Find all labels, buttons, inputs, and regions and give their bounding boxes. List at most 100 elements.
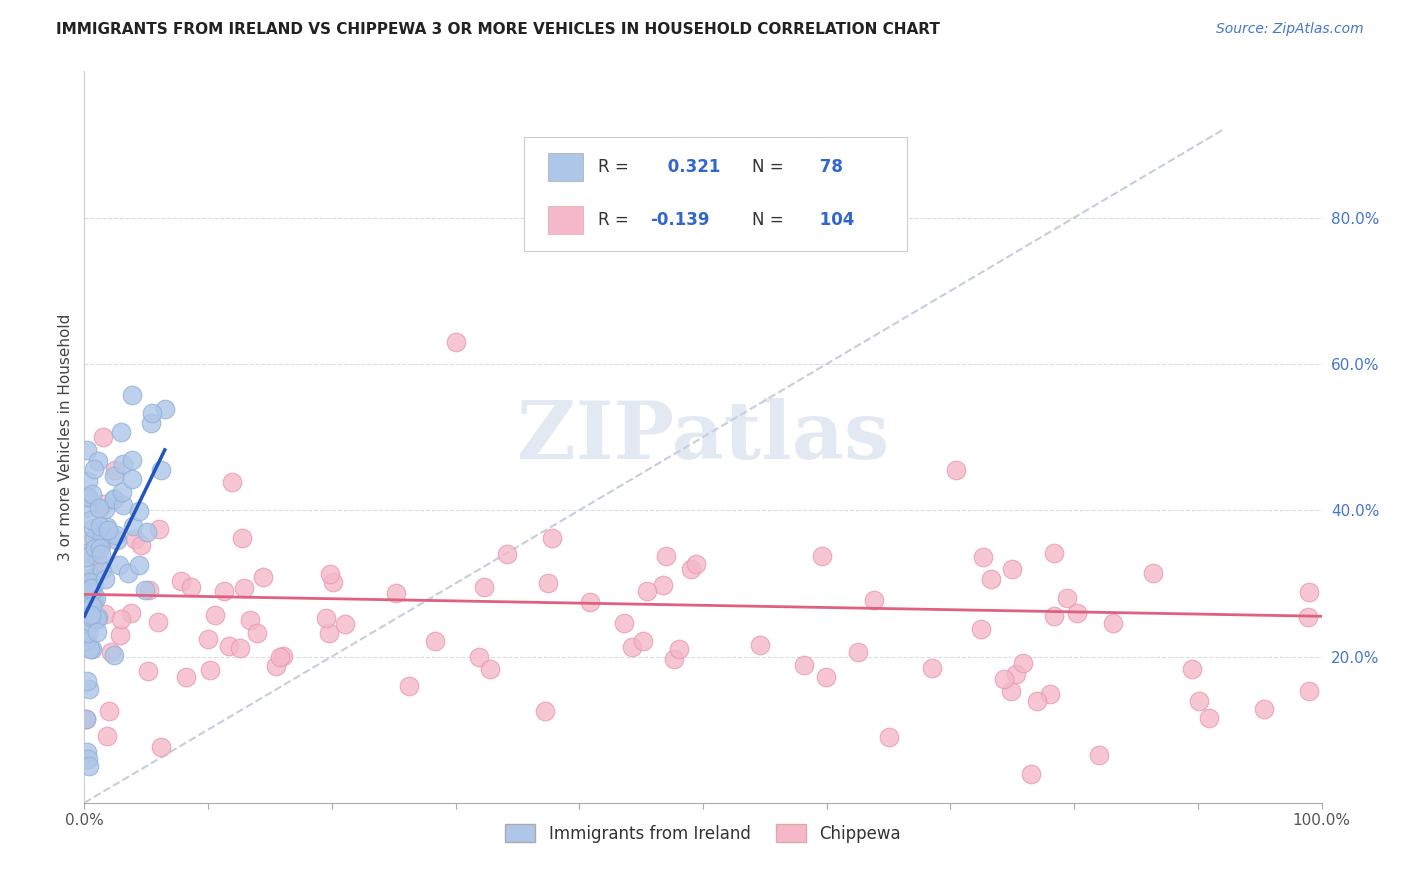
Point bbox=[103, 469, 125, 483]
Point bbox=[138, 582, 160, 597]
Point bbox=[478, 662, 501, 676]
Point bbox=[89, 519, 111, 533]
Point bbox=[385, 586, 408, 600]
Point bbox=[318, 566, 340, 581]
Point bbox=[980, 572, 1002, 586]
Point bbox=[1296, 610, 1319, 624]
Point bbox=[87, 500, 110, 515]
Point bbox=[496, 548, 519, 562]
Point bbox=[121, 388, 143, 402]
Point bbox=[993, 672, 1015, 686]
Point bbox=[231, 531, 253, 545]
Point bbox=[82, 583, 104, 598]
Point bbox=[112, 498, 135, 512]
Point bbox=[79, 597, 101, 611]
Point bbox=[75, 634, 97, 648]
Point bbox=[748, 638, 770, 652]
Point bbox=[1298, 684, 1320, 698]
Point bbox=[1026, 694, 1049, 708]
Point bbox=[468, 650, 491, 665]
Point bbox=[82, 610, 104, 624]
Point bbox=[105, 528, 128, 542]
Point bbox=[83, 531, 105, 545]
Point bbox=[662, 651, 685, 665]
Point bbox=[86, 624, 108, 639]
Point bbox=[1298, 584, 1320, 599]
Point bbox=[97, 523, 120, 537]
Point bbox=[100, 645, 122, 659]
Point bbox=[76, 442, 98, 457]
Point bbox=[1001, 561, 1024, 575]
Point bbox=[153, 401, 176, 416]
Point bbox=[80, 599, 103, 614]
Point bbox=[204, 608, 226, 623]
Point bbox=[111, 485, 134, 500]
Point bbox=[96, 520, 118, 534]
Text: 0.321: 0.321 bbox=[662, 158, 720, 177]
Point bbox=[148, 615, 170, 629]
Point bbox=[90, 563, 112, 577]
Point bbox=[970, 623, 993, 637]
Point bbox=[1088, 748, 1111, 763]
Point bbox=[174, 670, 197, 684]
Point bbox=[169, 574, 191, 588]
FancyBboxPatch shape bbox=[523, 137, 907, 251]
Point bbox=[83, 594, 105, 608]
Point bbox=[139, 416, 162, 430]
Point bbox=[103, 648, 125, 663]
Point bbox=[1042, 546, 1064, 560]
Point bbox=[322, 574, 344, 589]
Point bbox=[121, 472, 143, 486]
Point bbox=[75, 572, 97, 586]
Point bbox=[77, 626, 100, 640]
Point bbox=[80, 487, 103, 501]
Point bbox=[77, 490, 100, 504]
Point bbox=[76, 745, 98, 759]
Point bbox=[537, 576, 560, 591]
Point bbox=[96, 729, 118, 743]
Point bbox=[111, 457, 134, 471]
Point bbox=[80, 610, 103, 624]
Point bbox=[472, 580, 495, 594]
Point bbox=[636, 583, 658, 598]
Point bbox=[121, 518, 143, 533]
Point bbox=[121, 453, 143, 467]
Point bbox=[135, 524, 157, 539]
Point bbox=[76, 533, 98, 548]
Point bbox=[76, 564, 98, 578]
Point bbox=[98, 705, 121, 719]
Point bbox=[1198, 711, 1220, 725]
Point bbox=[75, 712, 97, 726]
Point bbox=[90, 547, 112, 561]
Point bbox=[107, 558, 129, 572]
Point bbox=[94, 607, 117, 621]
Point bbox=[1019, 766, 1042, 780]
Legend: Immigrants from Ireland, Chippewa: Immigrants from Ireland, Chippewa bbox=[499, 818, 907, 849]
Text: -0.139: -0.139 bbox=[650, 211, 709, 229]
Text: 104: 104 bbox=[814, 211, 855, 229]
Point bbox=[77, 752, 100, 766]
Point bbox=[200, 663, 222, 677]
Point bbox=[134, 582, 156, 597]
Point bbox=[651, 578, 673, 592]
Point bbox=[103, 491, 125, 506]
Point bbox=[233, 582, 256, 596]
Point bbox=[87, 561, 110, 575]
Point bbox=[681, 562, 703, 576]
Point bbox=[579, 595, 602, 609]
Point bbox=[793, 657, 815, 672]
Point bbox=[1181, 662, 1204, 676]
Text: N =: N = bbox=[752, 158, 789, 177]
Text: 78: 78 bbox=[814, 158, 844, 177]
Point bbox=[91, 430, 114, 444]
Point bbox=[197, 632, 219, 646]
Point bbox=[150, 739, 173, 754]
Point bbox=[128, 504, 150, 518]
Point bbox=[82, 592, 104, 607]
Point bbox=[221, 475, 243, 489]
Point bbox=[668, 641, 690, 656]
Point bbox=[246, 625, 269, 640]
Point bbox=[685, 557, 707, 571]
Point bbox=[128, 558, 150, 572]
Point bbox=[80, 581, 103, 595]
